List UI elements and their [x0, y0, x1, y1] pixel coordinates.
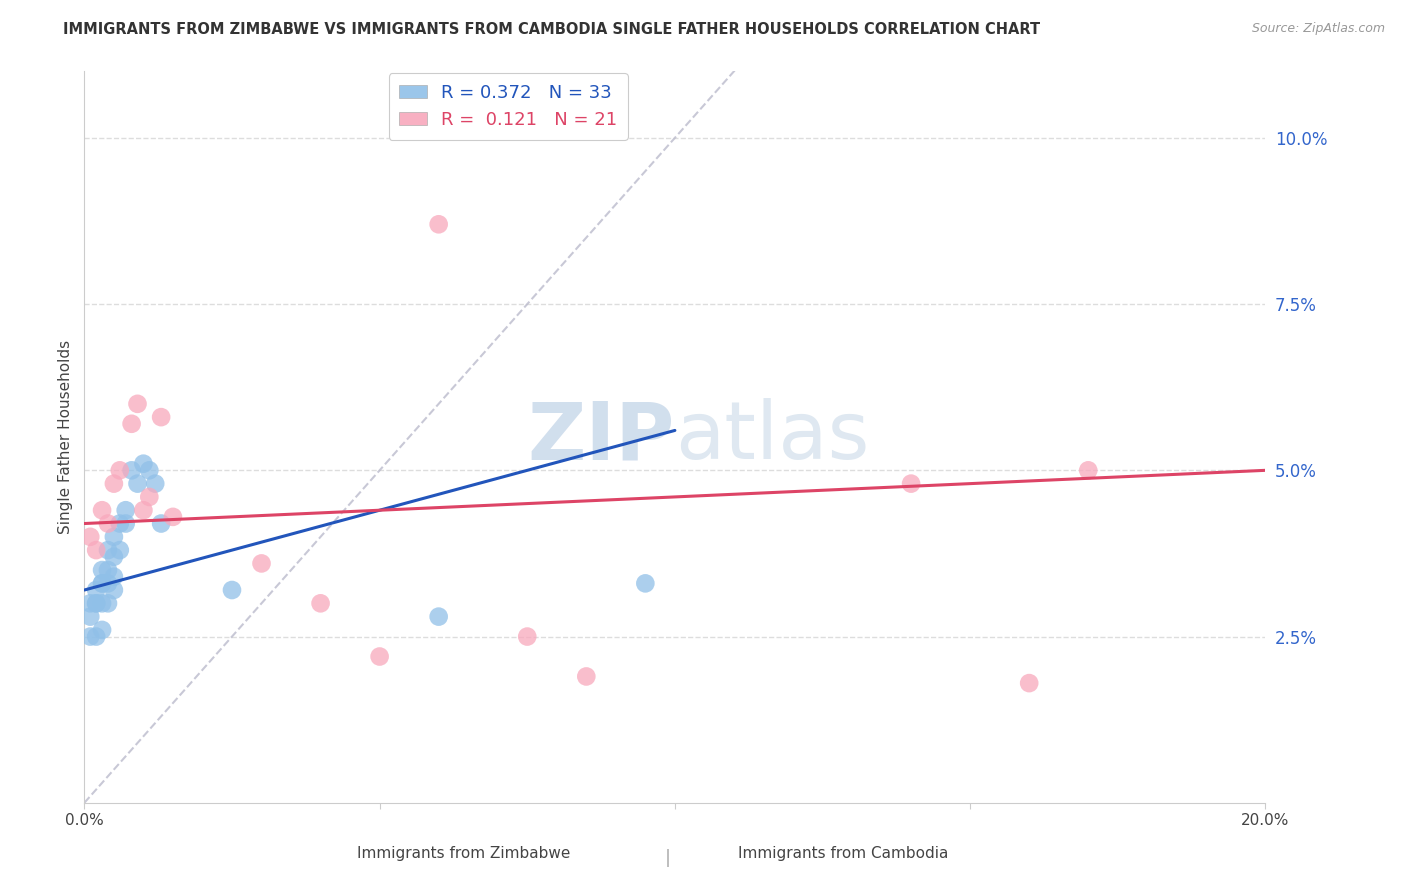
Point [97, 563, 120, 577]
Point [1018, 676, 1040, 690]
Point [97, 576, 120, 591]
Point [103, 549, 125, 564]
Y-axis label: Single Father Households: Single Father Households [58, 340, 73, 534]
Point [114, 503, 136, 517]
Point [900, 476, 922, 491]
Point [97, 596, 120, 610]
Point [108, 543, 131, 558]
Text: |: | [665, 849, 671, 867]
Point [309, 596, 332, 610]
Point [114, 516, 136, 531]
Point [84, 630, 107, 644]
Point [79, 630, 101, 644]
Point [79, 596, 101, 610]
Point [84, 596, 107, 610]
Point [103, 582, 125, 597]
Point [138, 463, 160, 477]
Text: ZIP: ZIP [527, 398, 675, 476]
Point [79, 530, 101, 544]
Point [132, 503, 155, 517]
Point [516, 630, 538, 644]
Point [138, 490, 160, 504]
Point [575, 669, 598, 683]
Point [91, 576, 114, 591]
Point [127, 397, 149, 411]
Point [150, 516, 173, 531]
Point [221, 582, 243, 597]
Point [368, 649, 391, 664]
Point [84, 596, 107, 610]
Point [108, 463, 131, 477]
Point [1077, 463, 1099, 477]
Legend: R = 0.372   N = 33, R =  0.121   N = 21: R = 0.372 N = 33, R = 0.121 N = 21 [388, 73, 628, 140]
Point [91, 623, 114, 637]
Point [150, 410, 173, 425]
Point [91, 563, 114, 577]
Point [91, 576, 114, 591]
Point [143, 476, 166, 491]
Point [91, 503, 114, 517]
Point [132, 457, 155, 471]
Point [427, 217, 450, 231]
Point [97, 516, 120, 531]
Text: IMMIGRANTS FROM ZIMBABWE VS IMMIGRANTS FROM CAMBODIA SINGLE FATHER HOUSEHOLDS CO: IMMIGRANTS FROM ZIMBABWE VS IMMIGRANTS F… [63, 22, 1040, 37]
Point [121, 417, 143, 431]
Point [427, 609, 450, 624]
Point [103, 530, 125, 544]
Point [162, 509, 184, 524]
Text: Immigrants from Cambodia: Immigrants from Cambodia [738, 846, 949, 861]
Point [84, 543, 107, 558]
Text: atlas: atlas [675, 398, 869, 476]
Text: Immigrants from Zimbabwe: Immigrants from Zimbabwe [357, 846, 571, 861]
Point [84, 582, 107, 597]
Point [250, 557, 273, 571]
Point [634, 576, 657, 591]
Point [79, 609, 101, 624]
Point [103, 570, 125, 584]
Point [91, 596, 114, 610]
Point [127, 476, 149, 491]
Point [103, 476, 125, 491]
Point [121, 463, 143, 477]
Point [97, 543, 120, 558]
Point [108, 516, 131, 531]
Text: Source: ZipAtlas.com: Source: ZipAtlas.com [1251, 22, 1385, 36]
